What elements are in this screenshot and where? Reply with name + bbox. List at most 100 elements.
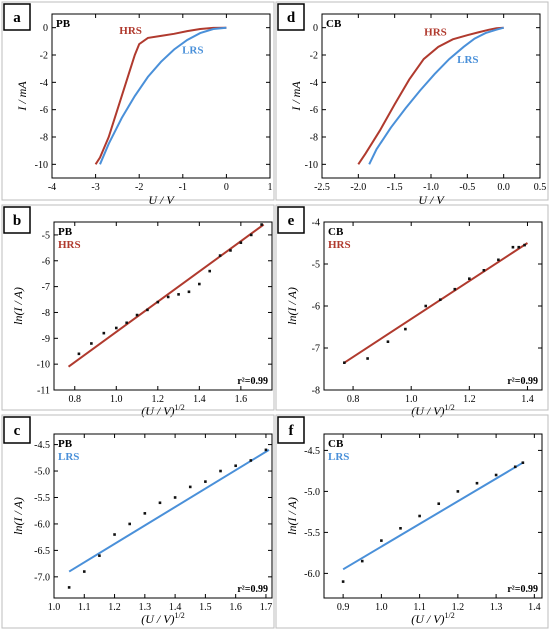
x-tick-label: 1 bbox=[268, 182, 273, 193]
y-tick-label: 0 bbox=[313, 23, 318, 34]
data-point bbox=[511, 245, 515, 249]
x-tick-label: 1.0 bbox=[110, 394, 123, 405]
series-line-lrs bbox=[99, 26, 227, 165]
data-point bbox=[218, 254, 222, 257]
y-tick-label: -4 bbox=[40, 78, 48, 89]
data-point bbox=[513, 465, 517, 469]
data-point bbox=[437, 502, 441, 505]
x-tick-label: 1.2 bbox=[452, 602, 465, 613]
plot-frame bbox=[53, 221, 273, 391]
panel-letter-box bbox=[3, 206, 31, 234]
y-axis-label: ln(I / A) bbox=[285, 287, 299, 325]
y-tick-label: -6.0 bbox=[304, 569, 320, 580]
y-tick-label: -7 bbox=[42, 282, 50, 293]
y-tick-label: -4 bbox=[312, 218, 320, 229]
fit-line bbox=[68, 449, 270, 573]
data-point bbox=[102, 331, 106, 335]
y-tick-label: -6.0 bbox=[34, 519, 50, 530]
data-point bbox=[360, 559, 364, 563]
x-tick-label: 1.4 bbox=[521, 394, 534, 405]
series-label-hrs: HRS bbox=[424, 26, 447, 38]
x-tick-label: 0.8 bbox=[69, 394, 82, 405]
data-point bbox=[404, 327, 407, 331]
r-squared-annotation: r²=0.99 bbox=[507, 376, 538, 387]
x-axis-label: (U / V)1/2 bbox=[141, 611, 185, 626]
x-tick-label: 1.6 bbox=[229, 602, 242, 613]
x-tick-label: -4 bbox=[48, 182, 56, 193]
x-tick-label: -2.0 bbox=[350, 182, 366, 193]
y-tick-label: 0 bbox=[43, 23, 48, 34]
y-tick-label: -4.5 bbox=[34, 440, 50, 451]
y-tick-label: -7 bbox=[312, 344, 320, 355]
x-axis-label-exponent: 1/2 bbox=[175, 611, 185, 620]
panel-letter: c bbox=[14, 423, 21, 439]
data-point bbox=[125, 321, 128, 325]
series-label-hrs: HRS bbox=[119, 25, 142, 37]
x-axis-label: U / V bbox=[148, 193, 175, 207]
y-tick-label: -5.0 bbox=[304, 487, 320, 498]
y-axis-label: I / mA bbox=[15, 81, 29, 112]
x-tick-label: 1.2 bbox=[108, 602, 121, 613]
panel-letter: f bbox=[289, 423, 295, 439]
x-tick-label: -0.5 bbox=[459, 182, 475, 193]
data-point bbox=[456, 490, 460, 493]
data-point bbox=[260, 223, 263, 226]
x-axis-label: U / V bbox=[418, 193, 445, 207]
x-tick-label: 1.0 bbox=[48, 602, 61, 613]
panel-border bbox=[275, 1, 549, 201]
data-point bbox=[497, 258, 500, 262]
y-axis-label: ln(I / A) bbox=[11, 287, 25, 325]
x-tick-label: 0.8 bbox=[347, 394, 360, 405]
panel-letter-box bbox=[3, 416, 31, 444]
y-tick-label: -5.5 bbox=[304, 528, 320, 539]
data-point bbox=[229, 249, 232, 252]
data-point bbox=[128, 522, 131, 526]
x-tick-label: 1.1 bbox=[78, 602, 91, 613]
fit-line bbox=[343, 242, 529, 364]
x-tick-label: 1.7 bbox=[260, 602, 273, 613]
panel-sample-label: CB bbox=[328, 226, 344, 238]
panel-sample-label: CB bbox=[328, 438, 344, 450]
x-tick-label: 0.0 bbox=[497, 182, 510, 193]
x-tick-label: 1.2 bbox=[463, 394, 476, 405]
data-point bbox=[234, 464, 237, 468]
data-point bbox=[177, 293, 180, 296]
plot-frame bbox=[323, 221, 543, 391]
y-tick-label: -8 bbox=[42, 308, 50, 319]
y-tick-label: -4 bbox=[310, 78, 318, 89]
x-tick-label: 0.5 bbox=[534, 182, 547, 193]
y-tick-label: -10 bbox=[37, 360, 50, 371]
x-tick-label: 1.0 bbox=[375, 602, 388, 613]
x-tick-label: -2.5 bbox=[314, 182, 330, 193]
series-line-hrs bbox=[357, 26, 504, 165]
y-tick-label: -8 bbox=[310, 133, 318, 144]
panel-letter: e bbox=[288, 213, 295, 229]
data-point bbox=[67, 586, 71, 589]
x-tick-label: 1.6 bbox=[235, 394, 248, 405]
data-point bbox=[453, 287, 457, 291]
panel-border bbox=[1, 414, 275, 629]
data-point bbox=[143, 512, 147, 515]
data-point bbox=[341, 580, 345, 583]
data-point bbox=[166, 295, 170, 299]
panel-border bbox=[1, 1, 275, 201]
panel-series-label: LRS bbox=[328, 451, 349, 463]
panel-series-label: LRS bbox=[58, 451, 79, 463]
y-tick-label: -7.0 bbox=[34, 572, 50, 583]
data-point bbox=[158, 501, 162, 505]
data-point bbox=[424, 304, 428, 308]
x-tick-label: 1.1 bbox=[413, 602, 426, 613]
y-tick-label: -5 bbox=[312, 260, 320, 271]
panel-sample-label: CB bbox=[326, 18, 342, 30]
y-tick-label: -2 bbox=[310, 51, 318, 62]
data-point bbox=[198, 282, 201, 286]
x-tick-label: -3 bbox=[91, 182, 99, 193]
data-point bbox=[77, 352, 81, 356]
y-tick-label: -10 bbox=[35, 160, 48, 171]
data-point bbox=[188, 485, 192, 489]
x-tick-label: 1.5 bbox=[199, 602, 212, 613]
panel-series-label: HRS bbox=[58, 239, 81, 251]
series-label-lrs: LRS bbox=[182, 45, 203, 57]
data-point bbox=[366, 357, 369, 360]
x-tick-label: 1.3 bbox=[490, 602, 503, 613]
